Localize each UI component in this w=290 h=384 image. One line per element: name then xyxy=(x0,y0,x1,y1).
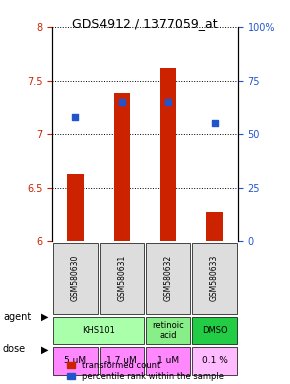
FancyBboxPatch shape xyxy=(146,316,191,344)
Text: GDS4912 / 1377059_at: GDS4912 / 1377059_at xyxy=(72,17,218,30)
Text: ▶: ▶ xyxy=(41,344,49,354)
FancyBboxPatch shape xyxy=(192,243,237,314)
FancyBboxPatch shape xyxy=(146,243,191,314)
Point xyxy=(212,120,217,126)
Text: 1 uM: 1 uM xyxy=(157,356,179,366)
Text: ▶: ▶ xyxy=(41,312,49,322)
FancyBboxPatch shape xyxy=(146,347,191,375)
Text: GSM580630: GSM580630 xyxy=(71,255,80,301)
Text: KHS101: KHS101 xyxy=(82,326,115,335)
Text: 1.7 uM: 1.7 uM xyxy=(106,356,137,366)
Bar xyxy=(206,212,223,242)
FancyBboxPatch shape xyxy=(192,316,237,344)
Text: retinoic
acid: retinoic acid xyxy=(152,321,184,340)
Point xyxy=(119,99,124,105)
Text: GSM580631: GSM580631 xyxy=(117,255,126,301)
Text: DMSO: DMSO xyxy=(202,326,227,335)
FancyBboxPatch shape xyxy=(99,347,144,375)
Text: GSM580633: GSM580633 xyxy=(210,255,219,301)
FancyBboxPatch shape xyxy=(53,243,98,314)
Bar xyxy=(160,68,176,242)
FancyBboxPatch shape xyxy=(53,316,144,344)
Point xyxy=(73,114,78,120)
Bar xyxy=(114,93,130,242)
Text: dose: dose xyxy=(3,344,26,354)
Legend: transformed count, percentile rank within the sample: transformed count, percentile rank withi… xyxy=(64,358,226,384)
FancyBboxPatch shape xyxy=(192,347,237,375)
Bar xyxy=(67,174,84,242)
Point xyxy=(166,99,171,105)
Text: GSM580632: GSM580632 xyxy=(164,255,173,301)
FancyBboxPatch shape xyxy=(53,347,98,375)
FancyBboxPatch shape xyxy=(99,243,144,314)
Text: 0.1 %: 0.1 % xyxy=(202,356,228,366)
Text: 5 uM: 5 uM xyxy=(64,356,86,366)
Text: agent: agent xyxy=(3,312,31,322)
